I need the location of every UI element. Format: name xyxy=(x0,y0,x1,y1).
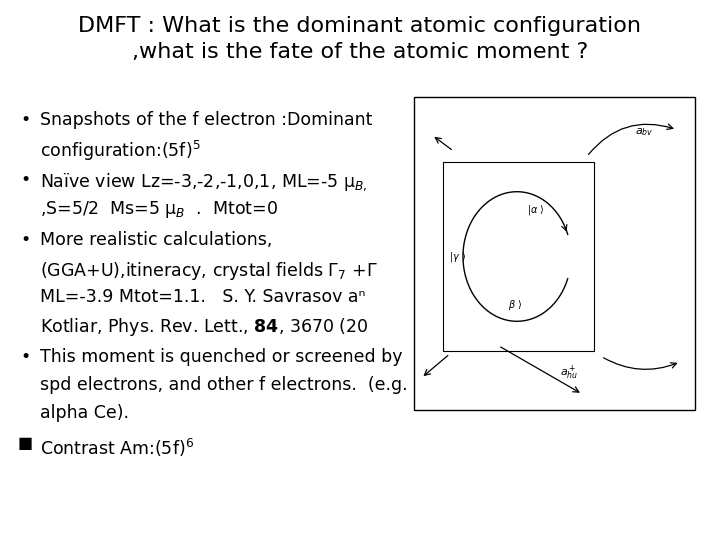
Text: Naïve view Lz=-3,-2,-1,0,1, ML=-5 μ$_{B,}$: Naïve view Lz=-3,-2,-1,0,1, ML=-5 μ$_{B,… xyxy=(40,171,367,193)
Text: ML=-3.9 Mtot=1.1.   S. Y. Savrasov aⁿ: ML=-3.9 Mtot=1.1. S. Y. Savrasov aⁿ xyxy=(40,288,365,306)
Text: alpha Ce).: alpha Ce). xyxy=(40,404,129,422)
Text: •: • xyxy=(20,171,30,189)
Text: •: • xyxy=(20,232,30,249)
Text: Contrast Am:(5f)$^6$: Contrast Am:(5f)$^6$ xyxy=(40,436,194,458)
Text: $|\alpha\ \rangle$: $|\alpha\ \rangle$ xyxy=(527,202,545,217)
Text: $a_{bv}$: $a_{bv}$ xyxy=(635,126,654,138)
Text: Kotliar, Phys. Rev. Lett., $\bf{84}$, 3670 (20: Kotliar, Phys. Rev. Lett., $\bf{84}$, 36… xyxy=(40,316,368,338)
Text: $|\gamma\ \rangle$: $|\gamma\ \rangle$ xyxy=(449,249,466,264)
Bar xyxy=(414,97,695,410)
Text: Snapshots of the f electron :Dominant: Snapshots of the f electron :Dominant xyxy=(40,111,372,129)
Text: DMFT : What is the dominant atomic configuration
,what is the fate of the atomic: DMFT : What is the dominant atomic confi… xyxy=(78,16,642,62)
Text: ,S=5/2  Ms=5 μ$_B$  .  Mtot=0: ,S=5/2 Ms=5 μ$_B$ . Mtot=0 xyxy=(40,199,278,220)
Text: This moment is quenched or screened by: This moment is quenched or screened by xyxy=(40,348,402,366)
Text: •: • xyxy=(20,111,30,129)
Text: More realistic calculations,: More realistic calculations, xyxy=(40,232,272,249)
Text: ■: ■ xyxy=(17,436,33,451)
Text: $a^+_{hu}$: $a^+_{hu}$ xyxy=(559,363,578,382)
Bar xyxy=(443,162,594,351)
Text: (GGA+U),itineracy, crystal fields Γ$_7$ +Γ: (GGA+U),itineracy, crystal fields Γ$_7$ … xyxy=(40,260,377,281)
Text: configuration:(5f)$^5$: configuration:(5f)$^5$ xyxy=(40,139,200,163)
Text: $\beta\ \rangle$: $\beta\ \rangle$ xyxy=(508,298,522,312)
Text: •: • xyxy=(20,348,30,366)
Text: spd electrons, and other f electrons.  (e.g.: spd electrons, and other f electrons. (e… xyxy=(40,376,408,394)
